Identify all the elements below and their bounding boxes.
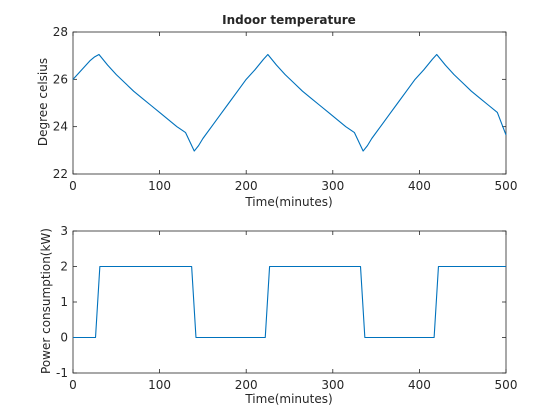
temperature-xtick-label: 200: [235, 179, 258, 193]
power-axes: Time(minutes) Power consumption(kW) 0 100…: [39, 224, 517, 406]
power-xtick-label: 100: [148, 378, 171, 392]
temperature-series-line: [72, 53, 507, 152]
power-xtick-label: 0: [69, 378, 77, 392]
temperature-xtick-label: 100: [148, 179, 171, 193]
power-series-line: [73, 265, 506, 339]
power-xtick-label: 300: [321, 378, 344, 392]
temperature-ytick-label: 22: [53, 167, 68, 181]
power-xtick-label: 500: [495, 378, 518, 392]
power-ytick-label: 0: [60, 331, 68, 345]
temperature-xlabel: Time(minutes): [244, 195, 332, 209]
temperature-xtick-label: 500: [495, 179, 518, 193]
power-ytick-label: 3: [60, 224, 68, 238]
power-xtick-label: 200: [235, 378, 258, 392]
power-plot-area: [72, 230, 507, 374]
temperature-axes: Indoor temperature Time(minutes) Degree …: [36, 13, 517, 209]
temperature-ytick-label: 24: [53, 120, 68, 134]
power-xlabel: Time(minutes): [244, 392, 332, 406]
temperature-xtick-label: 400: [408, 179, 431, 193]
temperature-xtick-label: 0: [69, 179, 77, 193]
power-ytick-label: 2: [60, 260, 68, 274]
power-ytick-label: -1: [56, 366, 68, 380]
temperature-ytick-label: 26: [53, 72, 68, 86]
temperature-chart-title: Indoor temperature: [222, 13, 356, 27]
temperature-ylabel: Degree celsius: [36, 58, 50, 146]
temperature-plot-area: [72, 31, 507, 175]
temperature-ytick-label: 28: [53, 25, 68, 39]
power-xtick-label: 400: [408, 378, 431, 392]
temperature-xtick-label: 300: [321, 179, 344, 193]
power-ytick-label: 1: [60, 295, 68, 309]
power-ylabel: Power consumption(kW): [39, 228, 53, 374]
